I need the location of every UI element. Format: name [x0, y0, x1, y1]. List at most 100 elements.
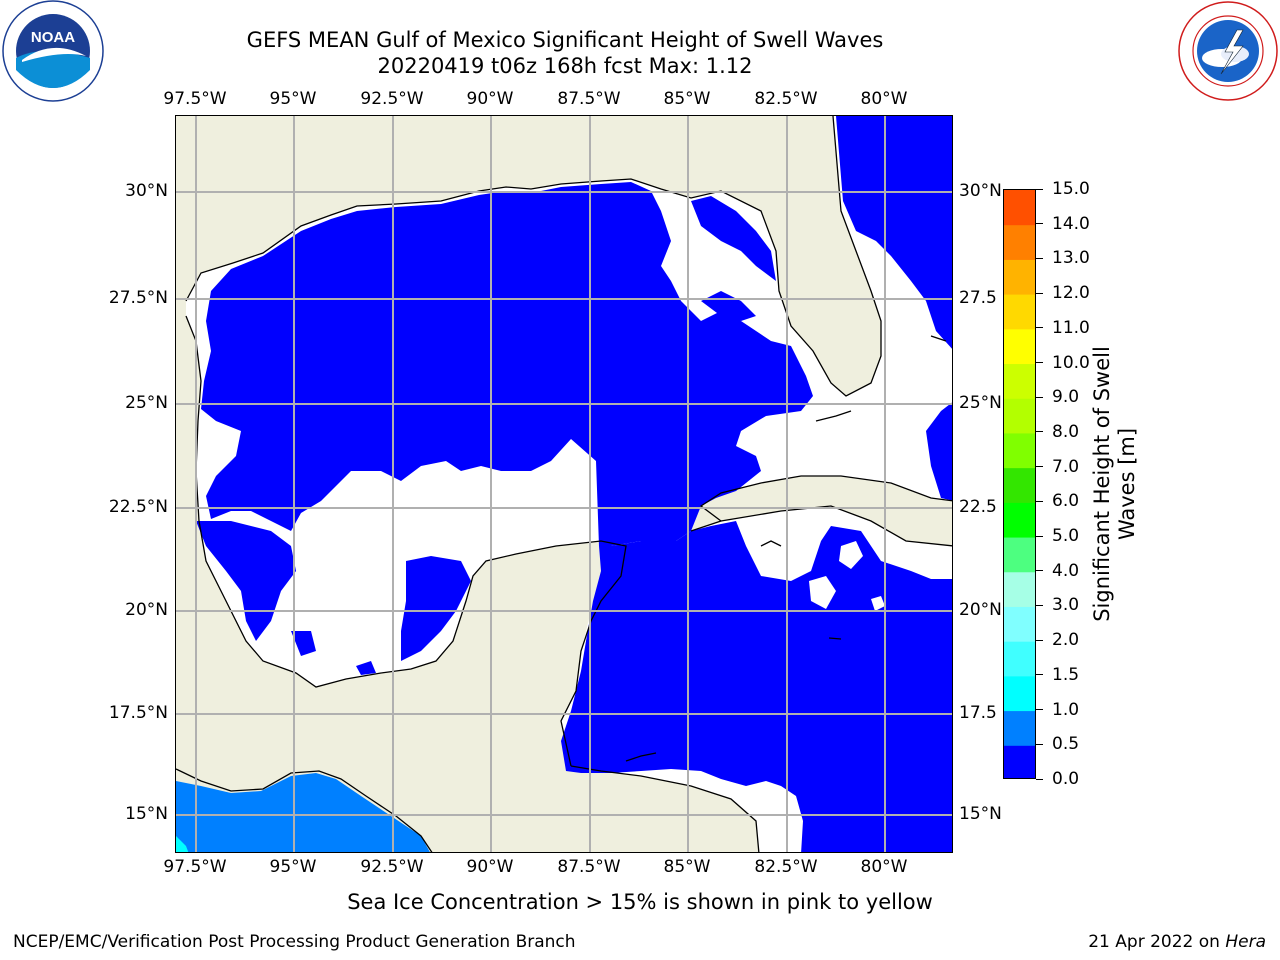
noaa-logo-text: NOAA	[31, 29, 75, 46]
colorbar-ticks: 0.0 0.5 1.0 1.5 2.0 3.0 4.0 5.0 6.0 7.0 8.0 9.0 10.0…	[1036, 0, 1106, 960]
lon-label: 90°W	[466, 857, 514, 877]
colorbar-tick-mark	[1036, 257, 1043, 259]
colorbar-label: Significant Height of Swell Waves [m]	[1090, 346, 1140, 622]
colorbar-segment	[1004, 328, 1035, 365]
lat-label: 30°N	[125, 181, 168, 201]
lat-label: 25°N	[125, 393, 168, 413]
colorbar-tick-mark	[1036, 396, 1043, 398]
colorbar-tick-mark	[1036, 292, 1043, 294]
footer-credit: NCEP/EMC/Verification Post Processing Pr…	[13, 932, 576, 952]
lat-label: 22.5°N	[108, 497, 168, 517]
colorbar-tick-mark	[1036, 188, 1043, 190]
noaa-logo: NOAA	[2, 0, 104, 102]
colorbar-tick-label: 1.5	[1052, 664, 1080, 685]
colorbar-tick-label: 9.0	[1052, 387, 1080, 408]
ice-caption: Sea Ice Concentration > 15% is shown in …	[347, 890, 933, 914]
colorbar-tick-label: 1.0	[1052, 699, 1080, 720]
swell-lowest-band	[196, 116, 952, 852]
colorbar-tick-mark	[1036, 570, 1043, 572]
lon-label: 85°W	[663, 857, 711, 877]
colorbar-segment	[1004, 398, 1035, 434]
lon-label: 80°W	[860, 857, 908, 877]
colorbar-segment	[1004, 467, 1035, 503]
colorbar-segment	[1004, 190, 1035, 226]
colorbar-segment	[1004, 571, 1035, 607]
colorbar-segment	[1004, 745, 1035, 778]
colorbar-tick-mark	[1036, 431, 1043, 433]
colorbar-segment	[1004, 641, 1035, 677]
colorbar-segment	[1004, 537, 1035, 573]
colorbar-segment	[1004, 675, 1035, 712]
lat-label: 17.5	[959, 703, 997, 723]
lon-label: 95°W	[269, 89, 317, 109]
lat-label: 15°N	[959, 804, 1002, 824]
colorbar-segment	[1004, 502, 1035, 538]
colorbar-tick-label: 3.0	[1052, 595, 1080, 616]
colorbar-segment	[1004, 432, 1035, 469]
chart-subtitle: 20220419 t06z 168h fcst Max: 1.12	[377, 54, 753, 78]
colorbar-tick-mark	[1036, 709, 1043, 711]
lat-label: 27.5°N	[108, 288, 168, 308]
lon-label: 97.5°W	[163, 89, 227, 109]
lon-labels-top: 97.5°W 95°W 92.5°W 90°W 87.5°W 85°W 82.5…	[0, 88, 1280, 112]
colorbar-tick-label: 12.0	[1052, 283, 1090, 304]
colorbar-tick-mark	[1036, 639, 1043, 641]
lon-label: 80°W	[860, 89, 908, 109]
footer-host: Hera	[1225, 932, 1266, 952]
colorbar-tick-mark	[1036, 604, 1043, 606]
colorbar-label-line1: Significant Height of Swell	[1090, 346, 1114, 622]
footer-date-text: 21 Apr 2022 on	[1088, 932, 1226, 952]
lat-label: 17.5°N	[108, 703, 168, 723]
colorbar	[1003, 189, 1036, 779]
colorbar-segment	[1004, 224, 1035, 260]
colorbar-tick-mark	[1036, 362, 1043, 364]
lat-labels-left: 30°N 27.5°N 25°N 22.5°N 20°N 17.5°N 15°N	[98, 0, 173, 960]
colorbar-tick-mark	[1036, 466, 1043, 468]
colorbar-tick-mark	[1036, 535, 1043, 537]
colorbar-tick-label: 0.5	[1052, 734, 1080, 755]
colorbar-tick-mark	[1036, 778, 1043, 780]
lon-label: 87.5°W	[557, 857, 621, 877]
colorbar-tick-label: 8.0	[1052, 421, 1080, 442]
colorbar-tick-mark	[1036, 327, 1043, 329]
lat-label: 22.5	[959, 497, 997, 517]
lat-labels-right: 30°N 27.5 25°N 22.5 20°N 17.5 15°N	[959, 0, 1005, 960]
colorbar-tick-mark	[1036, 500, 1043, 502]
colorbar-segment	[1004, 710, 1035, 746]
nws-logo	[1177, 0, 1279, 102]
footer-date: 21 Apr 2022 on Hera	[1088, 932, 1266, 952]
lon-label: 92.5°W	[360, 857, 424, 877]
lat-label: 15°N	[125, 804, 168, 824]
colorbar-tick-label: 5.0	[1052, 526, 1080, 547]
colorbar-tick-mark	[1036, 223, 1043, 225]
lat-label: 27.5	[959, 288, 997, 308]
lon-label: 87.5°W	[557, 89, 621, 109]
colorbar-tick-label: 0.0	[1052, 769, 1080, 789]
lon-label: 97.5°W	[163, 857, 227, 877]
map-canvas	[176, 116, 952, 852]
lon-label: 92.5°W	[360, 89, 424, 109]
lat-label: 20°N	[125, 600, 168, 620]
lon-label: 82.5°W	[754, 89, 818, 109]
colorbar-tick-label: 2.0	[1052, 630, 1080, 651]
lon-labels-bottom: 97.5°W 95°W 92.5°W 90°W 87.5°W 85°W 82.5…	[0, 856, 1280, 880]
coastlines	[176, 116, 952, 852]
colorbar-segment	[1004, 294, 1035, 330]
colorbar-tick-label: 15.0	[1052, 179, 1090, 199]
pacific-swell	[176, 773, 430, 852]
colorbar-tick-label: 13.0	[1052, 248, 1090, 269]
lon-label: 82.5°W	[754, 857, 818, 877]
chart-title: GEFS MEAN Gulf of Mexico Significant Hei…	[246, 28, 884, 52]
colorbar-segment	[1004, 259, 1035, 295]
map-panel	[175, 115, 953, 853]
colorbar-segment	[1004, 606, 1035, 642]
colorbar-tick-label: 7.0	[1052, 456, 1080, 477]
lat-label: 25°N	[959, 393, 1002, 413]
colorbar-segment	[1004, 363, 1035, 399]
graticule	[176, 116, 952, 852]
lon-label: 95°W	[269, 857, 317, 877]
lon-label: 90°W	[466, 89, 514, 109]
colorbar-tick-label: 4.0	[1052, 560, 1080, 581]
lon-label: 85°W	[663, 89, 711, 109]
lat-label: 20°N	[959, 600, 1002, 620]
